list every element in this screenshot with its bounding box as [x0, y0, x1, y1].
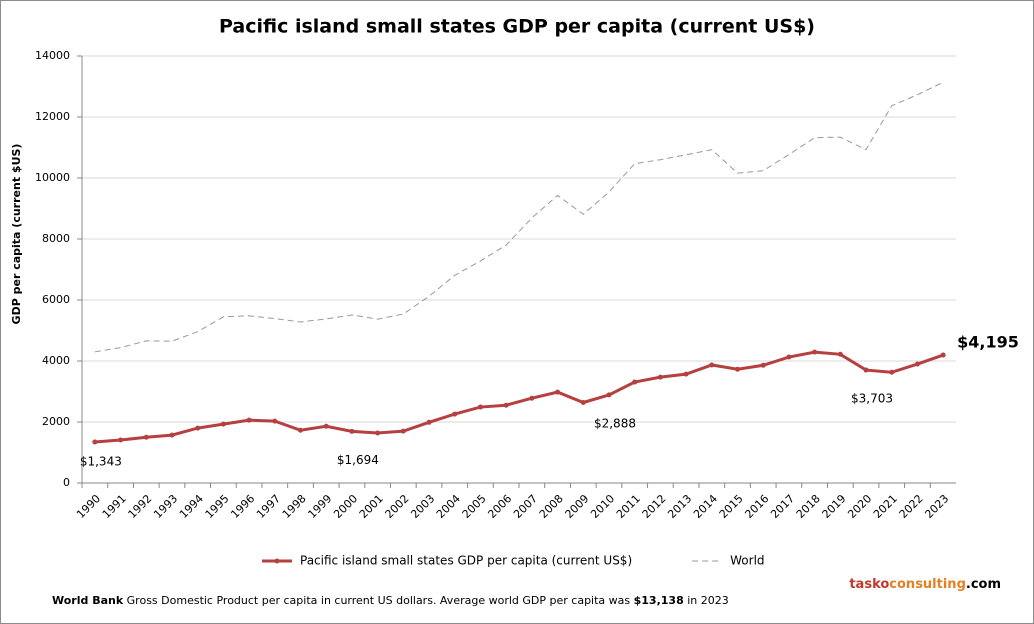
point: [477, 404, 483, 410]
value-label: $1,343: [80, 455, 122, 469]
point: [735, 366, 740, 372]
y-axis-label: GDP per capita (current $US): [10, 144, 23, 325]
point: [195, 425, 201, 431]
point: [220, 421, 226, 427]
y-tick-label: 4000: [42, 354, 70, 367]
footer-tail: in 2023: [687, 594, 729, 607]
point: [606, 392, 612, 398]
value-label: $3,703: [851, 392, 893, 406]
y-tick-label: 10000: [35, 171, 70, 184]
brand-part: tasko: [849, 577, 889, 592]
point: [143, 434, 149, 440]
point: [760, 362, 766, 368]
value-label: $2,888: [594, 416, 636, 430]
y-tick-label: 0: [63, 476, 70, 489]
point: [812, 349, 818, 355]
y-tick-label: 2000: [42, 415, 70, 428]
legend-label: Pacific island small states GDP per capi…: [300, 554, 632, 568]
point: [863, 367, 869, 373]
point: [246, 417, 252, 423]
point: [298, 427, 303, 433]
point: [272, 418, 278, 424]
point: [426, 419, 432, 425]
y-tick-label: 12000: [35, 110, 70, 123]
point: [786, 354, 792, 360]
point: [683, 371, 689, 377]
point: [452, 411, 458, 417]
point: [632, 379, 638, 385]
point: [837, 351, 843, 357]
brand-part: consulting: [889, 577, 966, 592]
value-label: $1,694: [337, 453, 379, 467]
point: [92, 439, 98, 445]
footer-source: World Bank: [52, 594, 124, 607]
footer: World Bank Gross Domestic Product per ca…: [52, 594, 729, 607]
brand-part: .com: [966, 577, 1001, 592]
point: [657, 374, 663, 380]
legend-label: World: [730, 554, 764, 568]
value-label: $4,195: [957, 333, 1019, 352]
point: [709, 362, 715, 368]
series-line: [94, 81, 944, 353]
y-tick-label: 8000: [42, 232, 70, 245]
y-tick-label: 14000: [35, 49, 70, 62]
point: [349, 428, 355, 434]
point: [503, 402, 509, 408]
point: [940, 352, 946, 358]
point: [169, 432, 175, 438]
chart-title: Pacific island small states GDP per capi…: [219, 16, 815, 38]
series-line: [94, 350, 944, 444]
point: [914, 361, 920, 367]
point: [400, 428, 406, 434]
point: [889, 369, 895, 375]
y-tick-label: 6000: [42, 293, 70, 306]
point: [323, 423, 329, 429]
point: [529, 395, 535, 401]
point: [375, 430, 381, 436]
point: [580, 399, 586, 405]
point: [555, 389, 561, 395]
point: [118, 437, 124, 443]
footer-text: Gross Domestic Product per capita in cur…: [127, 594, 631, 607]
footer-highlight: $13,138: [634, 594, 684, 607]
brand: taskoconsulting.com: [849, 577, 1001, 592]
legend-marker: [274, 558, 280, 564]
